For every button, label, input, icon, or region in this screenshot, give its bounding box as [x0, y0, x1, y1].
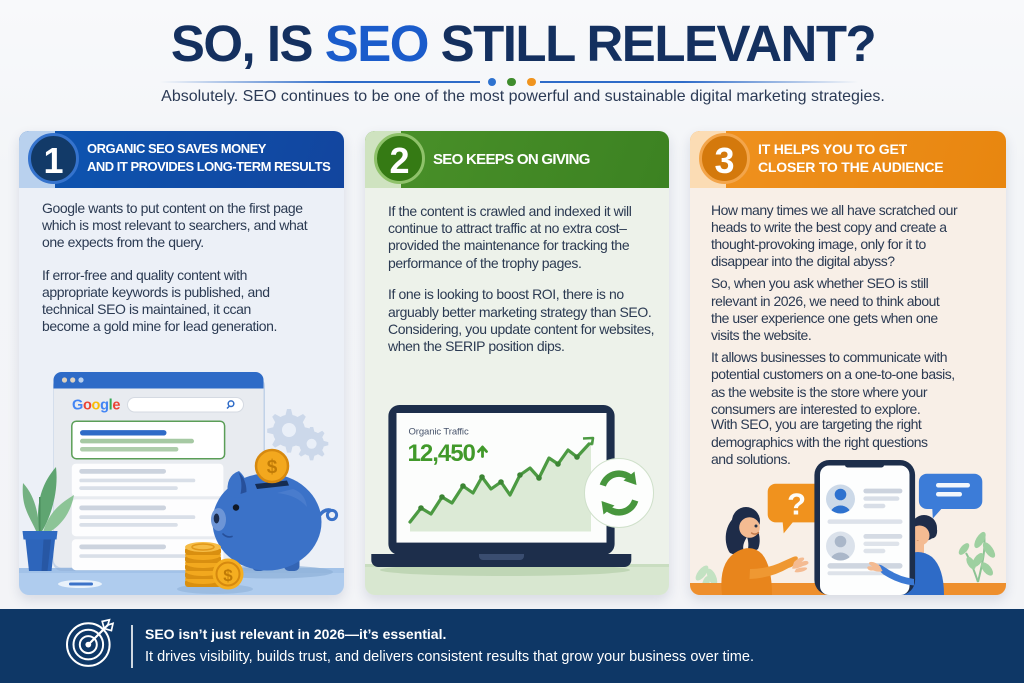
svg-text:Google: Google: [72, 398, 120, 414]
svg-text:$: $: [267, 457, 278, 478]
svg-text:$: $: [223, 566, 233, 585]
svg-text:12,450: 12,450: [408, 440, 476, 467]
svg-text:?: ?: [787, 487, 806, 522]
svg-text:Organic Traffic: Organic Traffic: [409, 427, 469, 438]
